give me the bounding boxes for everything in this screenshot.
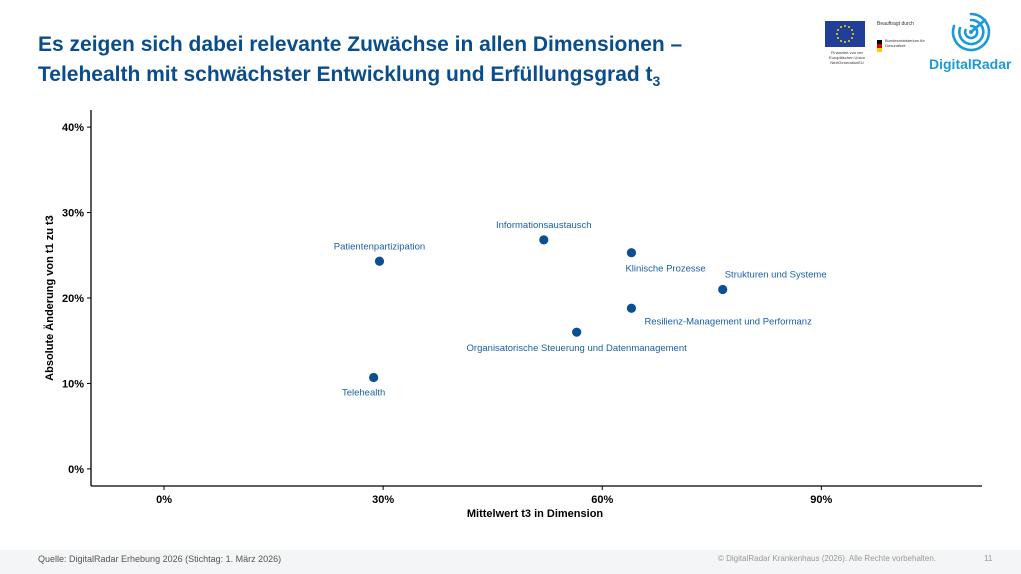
data-point[interactable] xyxy=(626,303,637,313)
eu-flag-icon xyxy=(825,21,865,47)
commissioned-by-label: Beauftragt durch xyxy=(877,21,914,27)
source-note: Quelle: DigitalRadar Erhebung 2026 (Stic… xyxy=(38,554,282,564)
x-tick-label: 90% xyxy=(810,494,832,506)
title-line-2-text: Telehealth mit schwächster Entwicklung u… xyxy=(38,63,653,86)
title-subscript: 3 xyxy=(652,73,661,90)
y-axis-title: Absolute Änderung von t1 zu t3 xyxy=(43,215,56,381)
scatter-chart: 0% 10% 20% 30% 40% 0% 30% 60% 90% Informationsa… xyxy=(43,110,982,520)
copyright-note: © DigitalRadar Krankenhaus (2026). Alle … xyxy=(718,554,937,563)
point-label: Strukturen und Systeme xyxy=(725,269,827,280)
data-point[interactable] xyxy=(374,256,385,266)
x-tick-label: 0% xyxy=(156,494,172,506)
point-label: Telehealth xyxy=(342,387,385,398)
data-point[interactable] xyxy=(369,372,379,383)
data-point[interactable] xyxy=(626,248,637,258)
brand-name: DigitalRadar xyxy=(929,56,1012,72)
digitalradar-logo-icon xyxy=(949,10,993,54)
data-point[interactable] xyxy=(539,235,549,245)
eu-caption: Finanziert von der Europäischen Union Ne… xyxy=(828,50,866,65)
y-tick-label: 40% xyxy=(62,122,84,134)
y-tick-label: 10% xyxy=(62,378,84,390)
logo-group: Finanziert von der Europäischen Union Ne… xyxy=(811,10,1011,75)
x-tick-label: 60% xyxy=(591,494,613,506)
footer-bar xyxy=(0,550,1021,574)
y-tick-label: 30% xyxy=(62,208,84,220)
data-point[interactable] xyxy=(718,284,728,295)
x-axis-title: Mittelwert t3 in Dimension xyxy=(467,508,604,520)
germany-flag-icon xyxy=(877,39,882,52)
page-number: 11 xyxy=(984,554,993,563)
y-tick-label: 0% xyxy=(68,464,84,476)
point-label: Informationsaustausch xyxy=(496,220,592,231)
title-line-1: Es zeigen sich dabei relevante Zuwächse … xyxy=(38,33,683,56)
point-label: Klinische Prozesse xyxy=(625,264,705,275)
title-line-2: Telehealth mit schwächster Entwicklung u… xyxy=(38,60,758,96)
y-tick-label: 20% xyxy=(62,293,84,305)
data-point[interactable] xyxy=(572,327,582,337)
point-label: Organisatorische Steuerung und Datenmana… xyxy=(467,343,688,354)
point-label: Resilienz-Management und Performanz xyxy=(644,316,812,327)
x-tick-label: 30% xyxy=(372,494,394,506)
page-title: Es zeigen sich dabei relevante Zuwächse … xyxy=(38,30,758,96)
ministry-caption: Bundesministerium für Gesundheit xyxy=(885,38,925,48)
point-label: Patientenpartizipation xyxy=(334,241,425,252)
